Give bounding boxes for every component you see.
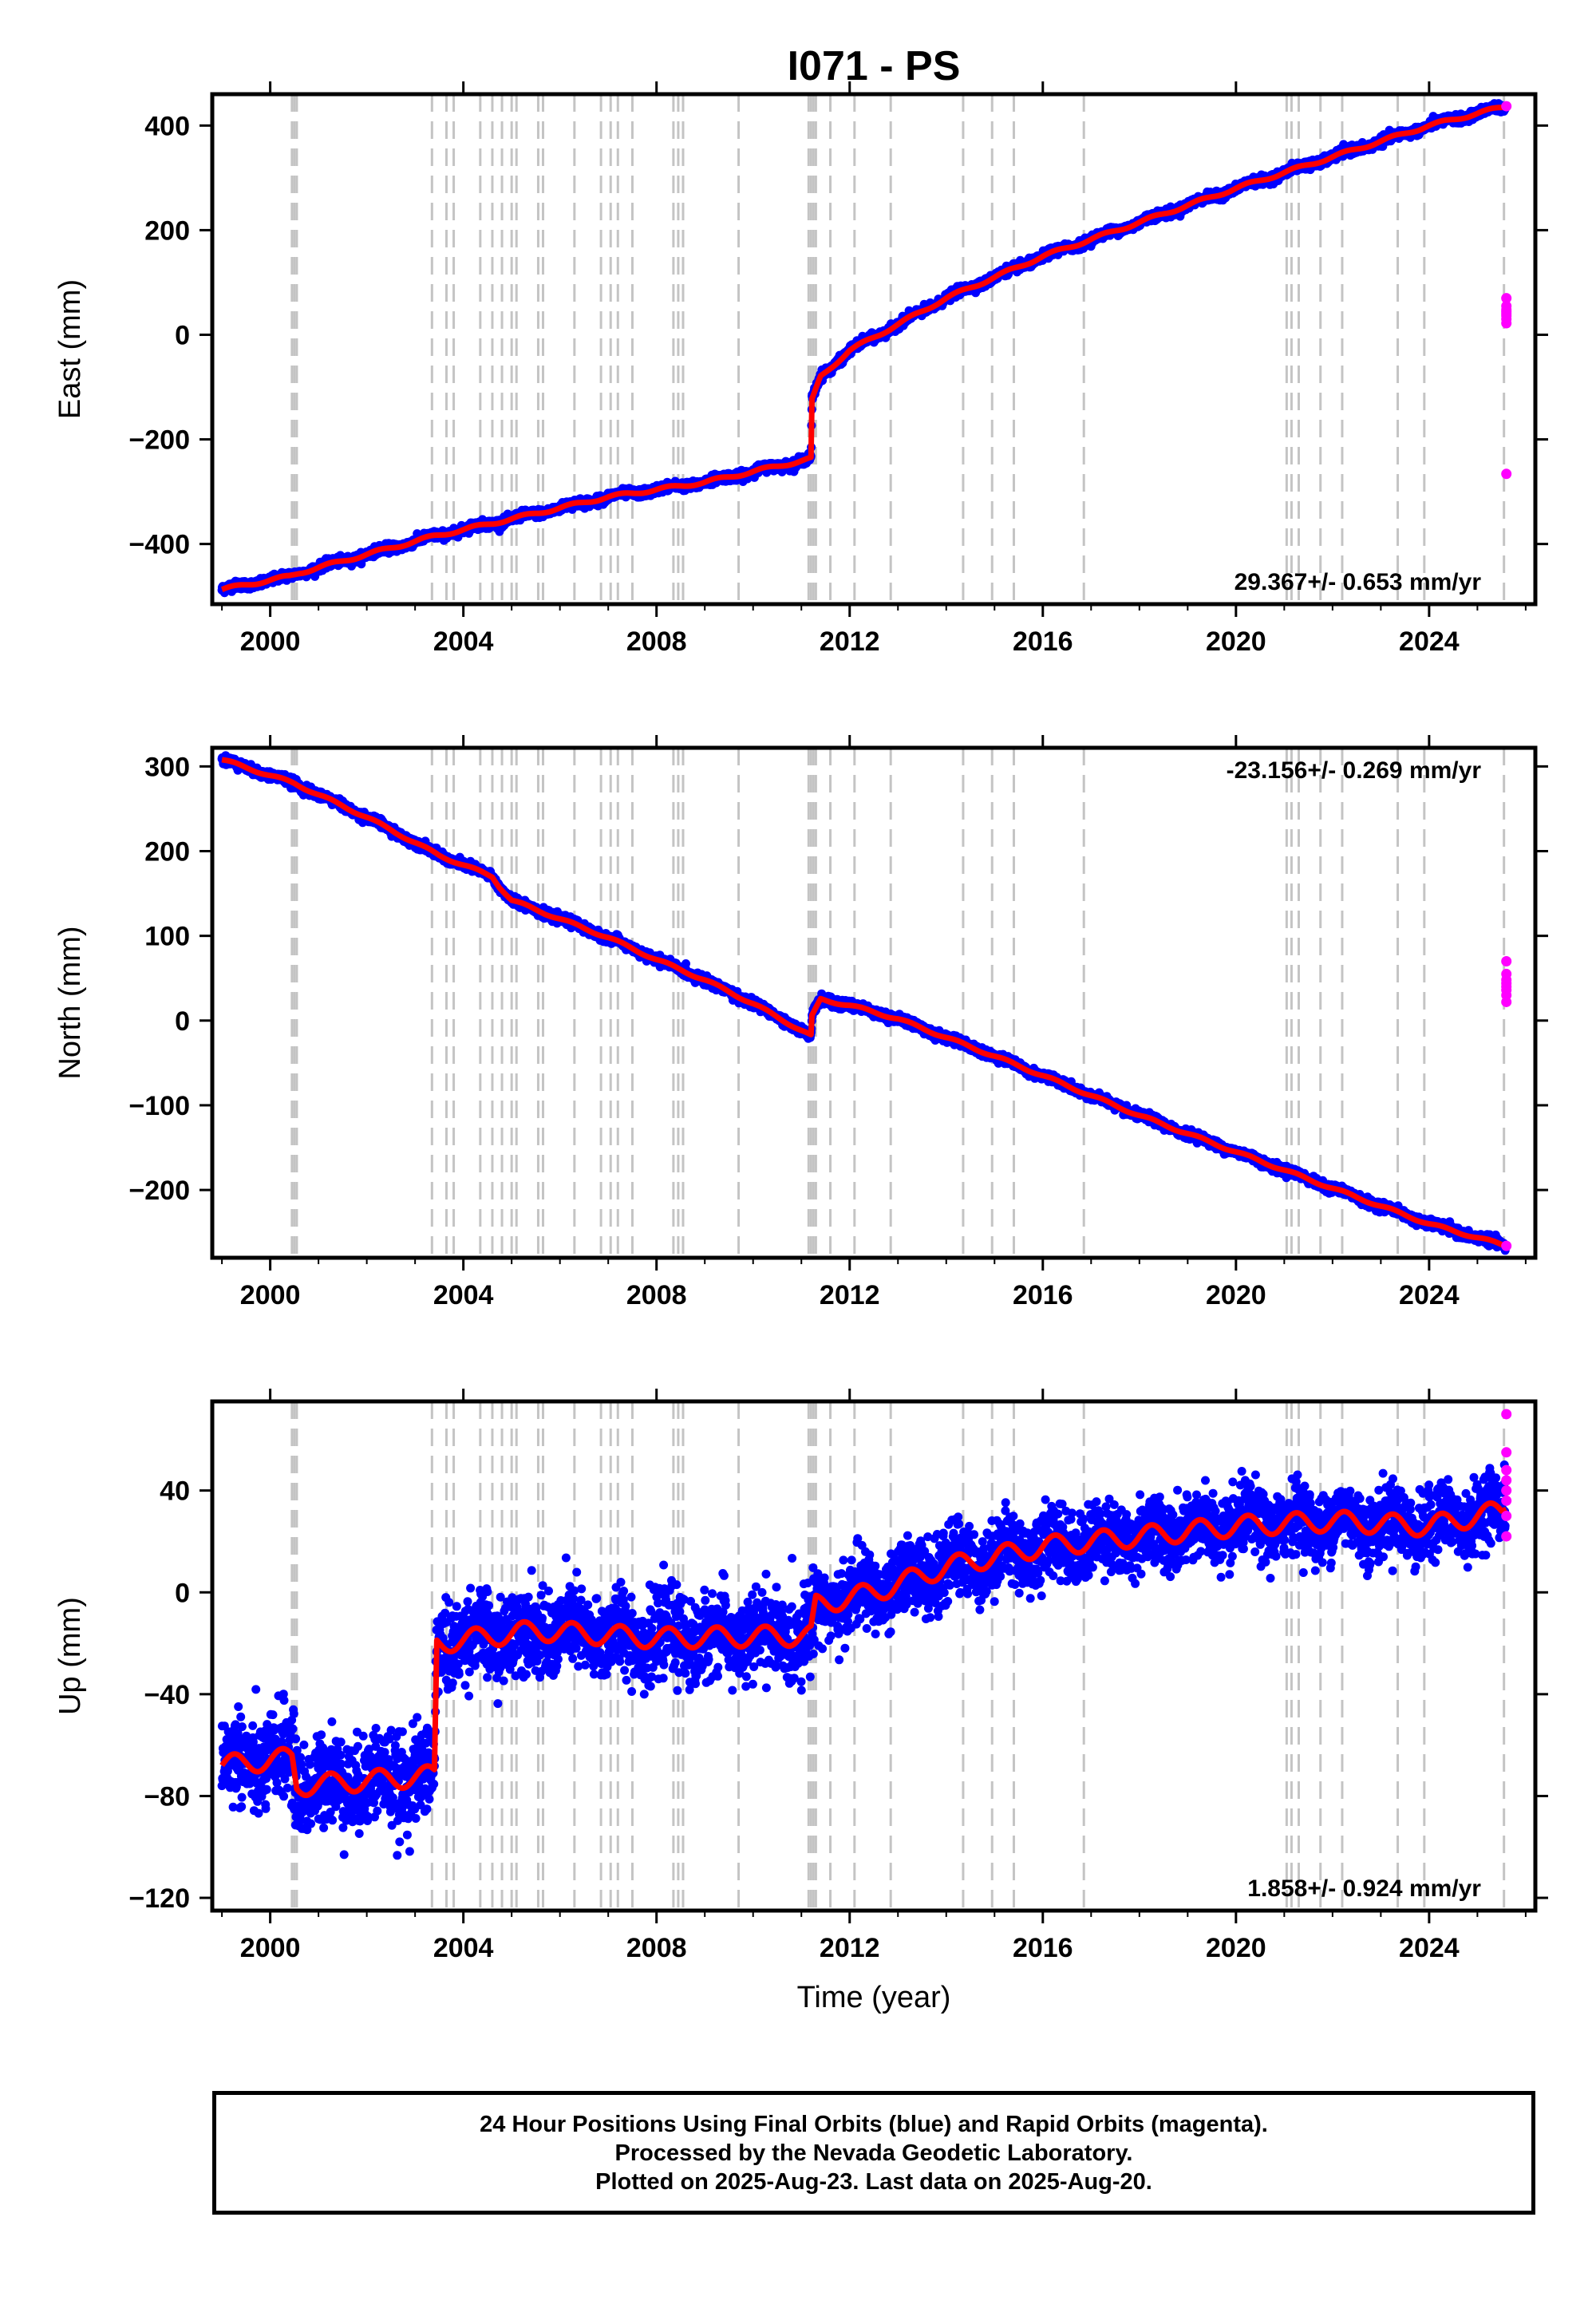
rapid-orbit-point: [1501, 318, 1512, 329]
plot-area-1: [217, 94, 1512, 604]
panel-1: 2000 2004 2008 2012 2016 2020 2024 −400 −200 0 200…: [53, 81, 1548, 657]
x-tick-label: 2008: [626, 626, 687, 657]
x-tick-label: 2012: [820, 626, 880, 657]
y-tick-label: 200: [144, 215, 190, 246]
y-tick-label: −200: [128, 425, 190, 456]
y-tick-label: 400: [144, 111, 190, 141]
x-tick-label: 2016: [1013, 626, 1073, 657]
x-tick-label: 2000: [240, 626, 301, 657]
y-axis-label: East (mm): [53, 279, 87, 419]
plot-area-2: [217, 748, 1512, 1258]
x-tick-label: 2004: [433, 626, 494, 657]
x-tick-label: 2024: [1399, 626, 1460, 657]
rate-annotation: 29.367+/- 0.653 mm/yr: [1235, 569, 1482, 595]
y-tick-label: 0: [175, 320, 190, 350]
panel-frame: [210, 92, 1538, 607]
panel-2: 2000 2004 2008 2012 2016 2020 2024−200−1000100…: [53, 735, 1548, 1310]
y-tick-label: −400: [128, 530, 190, 560]
chart-title: I071 - PS: [788, 43, 961, 89]
x-tick-label: 2020: [1206, 626, 1266, 657]
rapid-orbit-point: [1501, 468, 1512, 480]
rapid-orbit-point: [1501, 101, 1512, 112]
final-orbit-points: [217, 99, 1510, 598]
plot-panels: 2000 2004 2008 2012 2016 2020 2024 −400 −200 0 200…: [53, 81, 1548, 1963]
